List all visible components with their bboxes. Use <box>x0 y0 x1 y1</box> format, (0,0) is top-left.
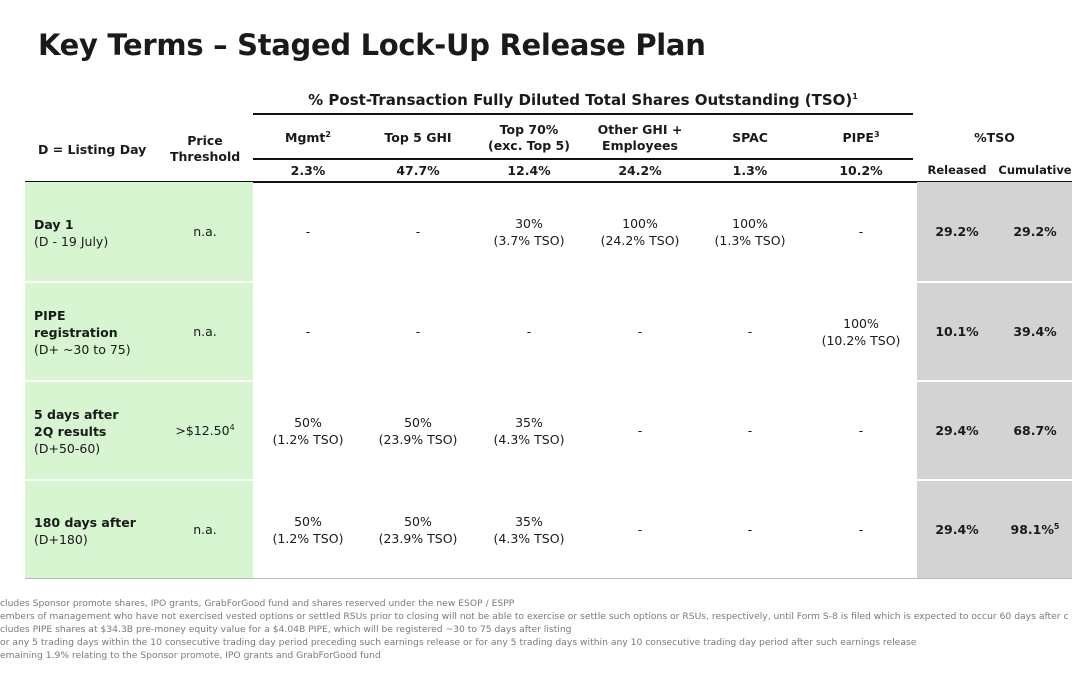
group-header: PIPE3 <box>842 129 880 145</box>
group-pct-rule <box>253 158 913 160</box>
cumulative-value: 98.1%5 <box>1010 521 1060 537</box>
release-cell: - <box>858 522 864 537</box>
release-cell: 50% (1.2% TSO) <box>272 513 344 546</box>
release-cell: - <box>415 324 421 339</box>
table-bottom-rule <box>25 578 1072 579</box>
row-separator <box>25 479 1072 481</box>
release-cell: - <box>858 423 864 438</box>
cumulative-value: 68.7% <box>1013 423 1057 438</box>
group-header: Other GHI + Employees <box>597 122 683 153</box>
footnote: or any 5 trading days within the 10 cons… <box>0 637 917 648</box>
group-pct: 2.3% <box>290 163 326 178</box>
release-cell: - <box>526 324 532 339</box>
release-cell: 50% (23.9% TSO) <box>378 414 458 447</box>
released-value: 29.2% <box>935 224 979 239</box>
release-cell: - <box>858 224 864 239</box>
listing-day-header: D = Listing Day <box>38 142 147 157</box>
release-cell: 50% (1.2% TSO) <box>272 414 344 447</box>
group-pct: 47.7% <box>396 163 440 178</box>
release-cell: - <box>747 522 753 537</box>
release-cell: 35% (4.3% TSO) <box>493 414 565 447</box>
group-header: Top 5 GHI <box>384 130 452 145</box>
group-header-rule <box>253 113 913 115</box>
release-cell: - <box>305 224 311 239</box>
tso-group-header: % Post-Transaction Fully Diluted Total S… <box>308 91 858 109</box>
group-pct: 24.2% <box>618 163 662 178</box>
release-cell: 100% (1.3% TSO) <box>714 215 786 248</box>
tso-header: %TSO <box>974 130 1015 145</box>
group-header: Top 70% (exc. Top 5) <box>488 122 570 153</box>
row-separator <box>25 380 1072 382</box>
release-cell: 30% (3.7% TSO) <box>493 215 565 248</box>
release-cell: - <box>747 423 753 438</box>
cumulative-value: 29.2% <box>1013 224 1057 239</box>
footnote: emaining 1.9% relating to the Sponsor pr… <box>0 650 381 661</box>
released-header: Released <box>927 163 987 177</box>
release-cell: - <box>637 423 643 438</box>
release-cell: - <box>637 522 643 537</box>
released-value: 29.4% <box>935 522 979 537</box>
price-threshold: n.a. <box>193 324 217 339</box>
cumulative-value: 39.4% <box>1013 324 1057 339</box>
release-cell: 100% (24.2% TSO) <box>600 215 680 248</box>
release-cell: - <box>415 224 421 239</box>
release-cell: 100% (10.2% TSO) <box>821 315 901 348</box>
footnote: cludes PIPE shares at $34.3B pre-money e… <box>0 624 572 635</box>
page-title: Key Terms – Staged Lock-Up Release Plan <box>38 28 706 62</box>
row-label: Day 1 (D - 19 July) <box>34 216 109 249</box>
table-header-rule <box>25 181 1072 183</box>
released-value: 10.1% <box>935 324 979 339</box>
release-cell: - <box>637 324 643 339</box>
released-value: 29.4% <box>935 423 979 438</box>
row-separator <box>25 281 1072 283</box>
row-label: 5 days after 2Q results (D+50-60) <box>34 407 119 456</box>
group-pct: 1.3% <box>732 163 768 178</box>
row-label: PIPE registration (D+ ~30 to 75) <box>34 308 131 357</box>
footnote: embers of management who have not exerci… <box>0 611 1069 622</box>
footnote: cludes Sponsor promote shares, IPO grant… <box>0 598 515 609</box>
group-pct: 10.2% <box>839 163 883 178</box>
group-header: Mgmt2 <box>285 129 331 145</box>
footnotes: cludes Sponsor promote shares, IPO grant… <box>0 597 1069 662</box>
price-threshold-header: Price Threshold <box>170 133 241 164</box>
release-cell: 35% (4.3% TSO) <box>493 513 565 546</box>
release-cell: - <box>305 324 311 339</box>
group-pct: 12.4% <box>507 163 551 178</box>
price-threshold: >$12.504 <box>175 422 235 438</box>
cumulative-header: Cumulative <box>998 163 1072 177</box>
price-threshold: n.a. <box>193 224 217 239</box>
row-label: 180 days after (D+180) <box>34 514 136 547</box>
release-cell: - <box>747 324 753 339</box>
price-threshold: n.a. <box>193 522 217 537</box>
release-cell: 50% (23.9% TSO) <box>378 513 458 546</box>
group-header: SPAC <box>732 130 768 145</box>
